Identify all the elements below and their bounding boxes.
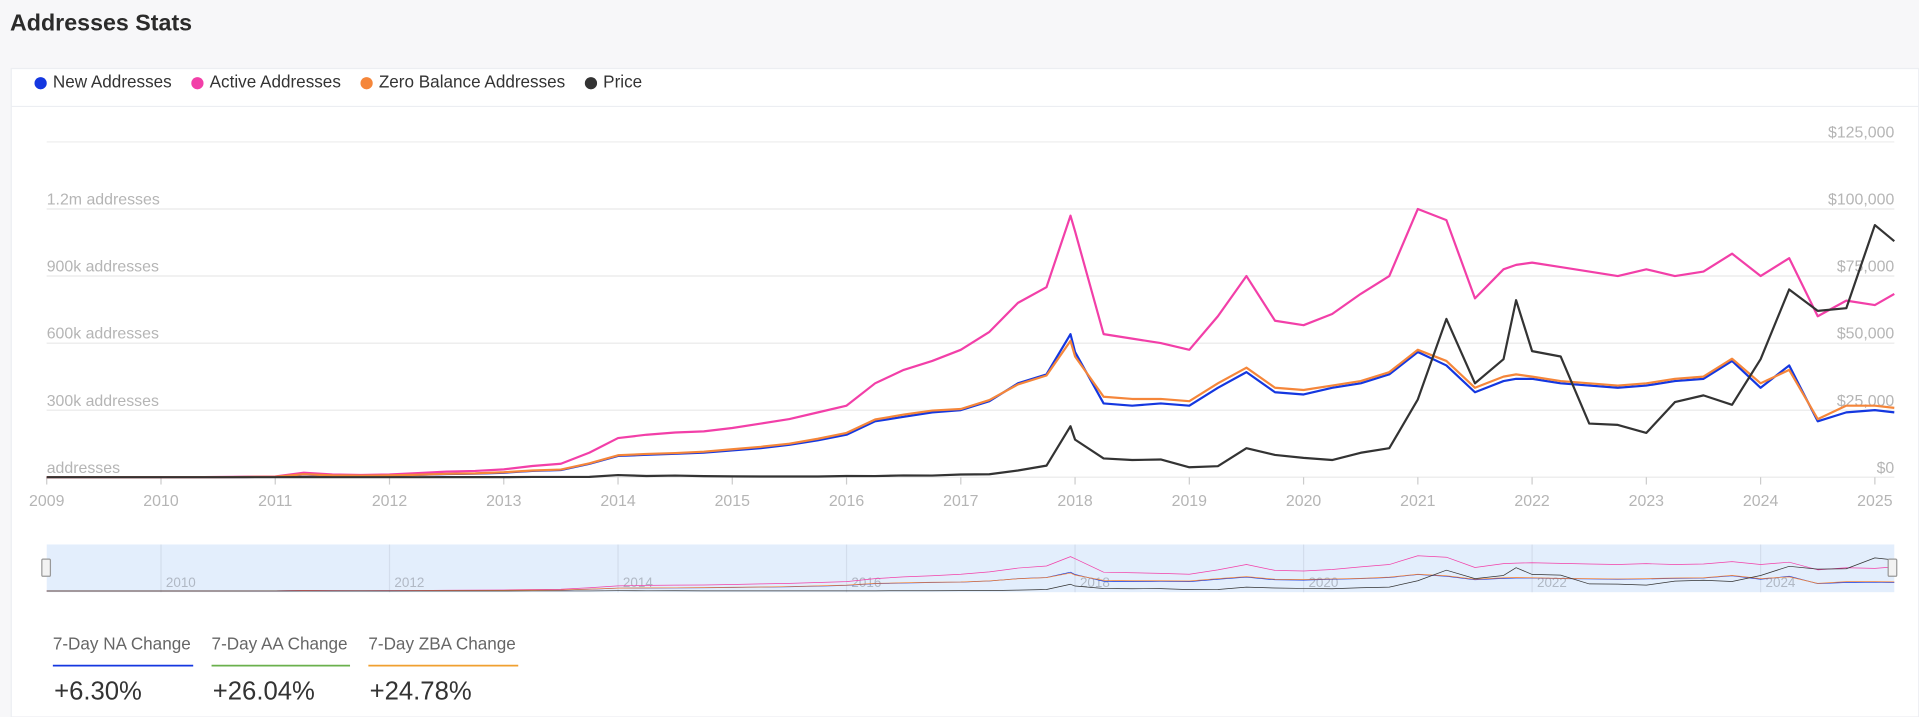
legend: New Addresses Active Addresses Zero Balanc… [34,73,642,92]
navigator-tick-label: 2010 [166,575,196,590]
navigator-line [46,557,1895,592]
x-tick-label: 2011 [258,493,292,510]
x-tick-label: 2019 [1172,493,1208,510]
navigator-handle[interactable] [1887,558,1898,577]
y2-tick-label: $0 [1877,460,1895,477]
x-tick-label: 2009 [29,493,65,510]
series-line [46,223,1895,479]
x-tick-label: 2023 [1629,493,1665,510]
y-tick-label: addresses [47,460,120,477]
navigator-tick-label: 2024 [1766,575,1796,590]
page-title: Addresses Stats [10,10,192,36]
legend-swatch [191,77,204,90]
legend-label: Zero Balance Addresses [379,73,565,92]
navigator-tick-label: 2012 [394,575,424,590]
x-tick-label: 2015 [715,493,751,510]
navigator-tick-label: 2016 [851,575,881,590]
y-tick-label: 1.2m addresses [47,192,160,209]
legend-label: New Addresses [53,73,172,92]
x-tick-label: 2016 [829,493,865,510]
x-tick-label: 2025 [1857,493,1893,510]
y-tick-label: 600k addresses [47,326,159,343]
y-tick-label: 300k addresses [47,393,159,410]
navigator-tick-label: 2018 [1080,575,1110,590]
stats: 7-Day NA Change +6.30% 7-Day AA Change +26.… [52,634,519,705]
legend-label: Price [603,73,642,92]
y2-tick-label: $100,000 [1828,192,1894,209]
x-tick-label: 2021 [1400,493,1436,510]
navigator-tick-label: 2014 [623,575,653,590]
navigator-tick-label: 2022 [1537,575,1567,590]
x-tick-label: 2013 [486,493,522,510]
stat-label: 7-Day ZBA Change [368,634,515,653]
legend-swatch [584,77,598,90]
chart-card [10,67,1919,717]
x-tick-label: 2018 [1057,493,1093,510]
legend-label: Active Addresses [210,73,341,92]
stat-value: +24.78% [370,677,472,705]
y2-tick-label: $125,000 [1828,125,1894,142]
legend-item[interactable]: Price [584,73,642,92]
stat-value: +26.04% [213,677,315,705]
navigator: 2010 2012 2014 2016 2018 2020 2022 2024 [46,544,1895,593]
x-tick-label: 2022 [1514,493,1550,510]
navigator-handle[interactable] [41,558,52,577]
legend-swatch [34,77,47,90]
y2-tick-label: $50,000 [1837,326,1895,343]
series-line [46,339,1895,479]
legend-item[interactable]: New Addresses [34,73,172,92]
x-tick-label: 2010 [143,493,179,510]
x-tick-label: 2020 [1286,493,1322,510]
x-tick-label: 2017 [943,493,979,510]
navigator-window[interactable] [46,544,1895,593]
stat-label: 7-Day NA Change [53,634,191,653]
stat-value: +6.30% [54,677,142,705]
y-tick-label: 900k addresses [47,259,159,276]
stat-label: 7-Day AA Change [212,634,348,653]
x-tick-label: 2024 [1743,493,1779,510]
legend-swatch [360,77,373,90]
x-tick-label: 2012 [372,493,408,510]
navigator-tick-label: 2020 [1308,575,1338,590]
y2-tick-label: $75,000 [1837,259,1895,276]
plot: $0$25,000$50,000$75,000$100,000$125,000a… [29,125,1895,510]
legend-item[interactable]: Active Addresses [191,73,341,92]
x-tick-label: 2014 [600,493,636,510]
legend-item[interactable]: Zero Balance Addresses [360,73,565,92]
